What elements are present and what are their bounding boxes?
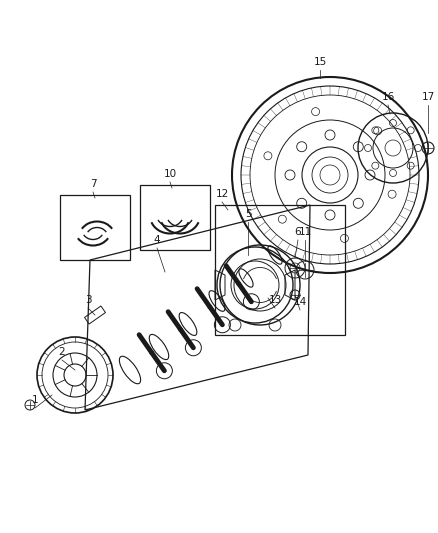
Text: 1: 1 [32, 395, 38, 405]
Text: 13: 13 [268, 295, 282, 305]
Text: 12: 12 [215, 189, 229, 199]
Text: 3: 3 [85, 295, 91, 305]
Text: 11: 11 [298, 227, 311, 237]
Text: 10: 10 [163, 169, 177, 179]
Text: 4: 4 [154, 235, 160, 245]
Text: 7: 7 [90, 179, 96, 189]
Bar [60, 195, 130, 260]
Bar [215, 205, 345, 335]
Bar [140, 185, 210, 250]
Text: 2: 2 [59, 347, 65, 357]
Text: 6: 6 [295, 227, 301, 237]
Text: 17: 17 [421, 92, 434, 102]
Text: 16: 16 [381, 92, 395, 102]
Text: 15: 15 [313, 57, 327, 67]
Text: 5: 5 [245, 209, 251, 219]
Text: 14: 14 [293, 297, 307, 307]
